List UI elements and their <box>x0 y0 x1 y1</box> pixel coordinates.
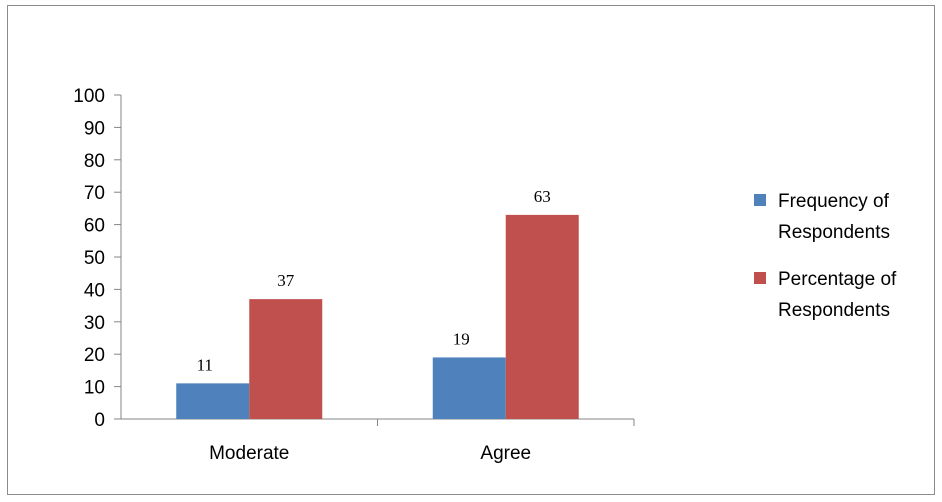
y-tick-label: 50 <box>84 248 105 269</box>
data-label: 11 <box>197 355 213 374</box>
y-tick-label: 30 <box>84 313 105 334</box>
y-tick-label: 0 <box>94 410 105 431</box>
legend-swatch <box>754 194 766 206</box>
y-tick-label: 80 <box>84 151 105 172</box>
bar-percentage <box>505 214 579 419</box>
legend: Frequency of Respondents Percentage of Resp… <box>754 191 897 321</box>
legend-label: Respondents <box>778 222 890 243</box>
legend-swatch <box>754 272 766 284</box>
data-label: 19 <box>453 329 470 348</box>
y-tick-label: 100 <box>73 86 105 107</box>
x-category-label: Moderate <box>209 443 289 464</box>
data-label: 63 <box>534 187 551 206</box>
axes: 0 10 20 30 40 50 60 70 80 90 100 Moderate Agree <box>73 86 635 464</box>
data-label: 37 <box>277 271 295 290</box>
data-labels: 11 37 19 63 <box>197 187 551 374</box>
y-tick-label: 90 <box>84 118 105 139</box>
y-tick-label: 10 <box>84 378 105 399</box>
bars <box>176 214 579 419</box>
bar-percentage <box>249 299 323 419</box>
bar-frequency <box>432 357 506 419</box>
bar-frequency <box>176 383 250 419</box>
y-tick-label: 70 <box>84 183 105 204</box>
legend-label: Respondents <box>778 300 890 321</box>
y-tick-label: 20 <box>84 345 105 366</box>
legend-label: Frequency of <box>778 191 890 212</box>
y-tick-label: 40 <box>84 280 105 301</box>
y-tick-label: 60 <box>84 216 105 237</box>
x-category-label: Agree <box>480 443 531 464</box>
legend-label: Percentage of <box>778 269 897 290</box>
